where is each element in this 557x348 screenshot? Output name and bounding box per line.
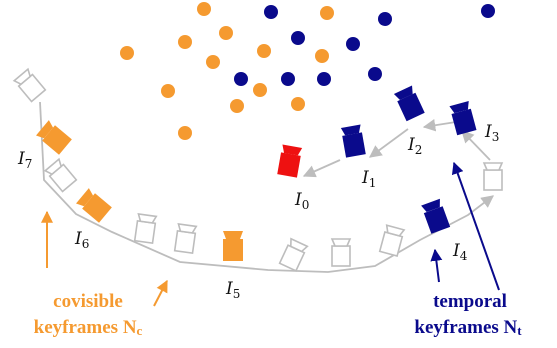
keyframe-label-i2: I2 xyxy=(407,135,422,157)
temporal-pointers xyxy=(430,161,500,291)
camera-icon xyxy=(393,85,425,122)
map-point xyxy=(161,84,175,98)
camera-icon xyxy=(12,67,47,103)
inactive-keyframes xyxy=(12,67,504,272)
covisible-pointers xyxy=(41,210,168,307)
map-point xyxy=(257,44,271,58)
map-point xyxy=(264,5,278,19)
camera-icon xyxy=(340,124,366,158)
map-point xyxy=(320,6,334,20)
camera-icon xyxy=(223,231,243,261)
map-point xyxy=(481,4,495,18)
camera-icon xyxy=(482,162,504,191)
keyframe-label-i0: I0 xyxy=(294,190,309,212)
camera-icon xyxy=(277,144,303,178)
map-point xyxy=(230,99,244,113)
map-point xyxy=(197,2,211,16)
camera-icon xyxy=(36,120,72,155)
map-point xyxy=(378,12,392,26)
map-point xyxy=(206,55,220,69)
map-point xyxy=(315,49,329,63)
temporal-keyframes xyxy=(340,85,477,234)
camera-icon xyxy=(133,212,158,245)
camera-icon xyxy=(330,238,352,267)
map-point xyxy=(178,126,192,140)
map-point xyxy=(317,72,331,86)
trajectory xyxy=(39,101,495,273)
map-point xyxy=(178,35,192,49)
camera-icon xyxy=(421,198,451,234)
temporal-caption-line1: temporal xyxy=(433,291,507,312)
map-point xyxy=(368,67,382,81)
camera-icon xyxy=(278,237,309,272)
covisible-caption-line2: keyframes Nc xyxy=(34,317,143,338)
map-point xyxy=(281,72,295,86)
map-point xyxy=(120,46,134,60)
camera-icon xyxy=(378,224,406,257)
map-points xyxy=(120,2,495,140)
map-point xyxy=(253,83,267,97)
camera-icon xyxy=(449,101,477,136)
map-point xyxy=(219,26,233,40)
map-point xyxy=(291,31,305,45)
keyframe-label-i7: I7 xyxy=(17,149,32,171)
covisible-keyframes xyxy=(36,120,243,261)
temporal-caption-line2: keyframes Nt xyxy=(414,317,522,338)
camera-icon xyxy=(76,188,112,223)
camera-icon xyxy=(173,222,198,255)
covisible-caption-line1: covisible xyxy=(53,291,123,312)
keyframe-label-i3: I3 xyxy=(484,122,499,144)
temporal-caption: temporal keyframes Nt xyxy=(414,291,522,338)
keyframe-label-i5: I5 xyxy=(225,279,240,301)
keyframe-label-i4: I4 xyxy=(452,241,468,263)
map-point xyxy=(346,37,360,51)
map-point xyxy=(291,97,305,111)
camera-icon xyxy=(43,157,78,193)
current-keyframe xyxy=(277,144,303,178)
keyframe-labels: I0 I1 I2 I3 I4 I5 I6 I7 xyxy=(17,122,499,301)
keyframe-label-i6: I6 xyxy=(74,229,89,251)
map-point xyxy=(234,72,248,86)
keyframe-label-i1: I1 xyxy=(361,168,376,190)
covisible-caption: covisible keyframes Nc xyxy=(34,291,143,338)
